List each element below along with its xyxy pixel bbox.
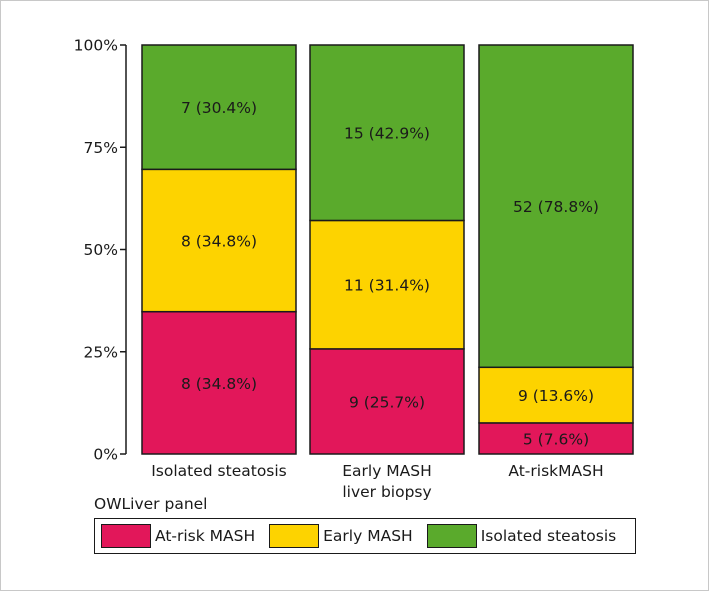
x-tick-label-2: Early MASH liver biopsy: [342, 462, 432, 501]
x-tick-label-3: At-riskMASH: [508, 462, 603, 480]
data-label-early-mash-1: 8 (34.8%): [181, 233, 257, 251]
legend-swatch-isolated-steatosis: [426, 524, 477, 548]
bar-segment-isolated-steatosis-1: [141, 44, 297, 171]
legend-label-at-risk-mash: At-risk MASH: [155, 527, 256, 545]
y-tick-label: 100%: [74, 37, 118, 55]
bar-segment-early-mash-2: [309, 219, 465, 350]
bar-segment-at-risk-mash-3: [478, 422, 634, 455]
legend-title: OWLiver panel: [94, 495, 208, 513]
bar-segment-at-risk-mash-1: [141, 310, 297, 455]
x-tick-label-1: Isolated steatosis: [151, 462, 287, 480]
bar-segment-isolated-steatosis-3: [478, 44, 634, 369]
data-label-isolated-steatosis-2: 15 (42.9%): [344, 125, 430, 143]
data-label-isolated-steatosis-1: 7 (30.4%): [181, 99, 257, 117]
legend-item-at-risk-mash: At-risk MASH: [101, 524, 263, 548]
y-tick-label: 75%: [84, 139, 118, 157]
y-tick-label: 25%: [84, 343, 118, 361]
data-label-early-mash-3: 9 (13.6%): [518, 387, 594, 405]
data-label-isolated-steatosis-3: 52 (78.8%): [513, 198, 599, 216]
bar-segment-early-mash-3: [478, 366, 634, 424]
legend-swatch-at-risk-mash: [101, 524, 151, 548]
y-tick-label: 0%: [93, 446, 118, 464]
x-axis-labels: Isolated steatosis Early MASH liver biopsy…: [151, 462, 603, 501]
bar-segment-isolated-steatosis-2: [309, 44, 465, 222]
legend: At-risk MASH Early MASH Isolated steatos…: [94, 518, 636, 554]
legend-label-isolated-steatosis: Isolated steatosis: [480, 527, 617, 545]
data-label-at-risk-mash-3: 5 (7.6%): [523, 430, 589, 448]
bars-group: 8 (34.8%) 8 (34.8%) 7 (30.4%) 9 (25.7%) 11 (…: [141, 44, 634, 455]
data-label-early-mash-2: 11 (31.4%): [344, 277, 430, 295]
legend-label-early-mash: Early MASH: [323, 527, 413, 545]
data-label-at-risk-mash-2: 9 (25.7%): [349, 393, 425, 411]
legend-swatch-early-mash: [269, 524, 320, 548]
y-tick-label: 50%: [84, 241, 118, 259]
legend-item-early-mash: Early MASH: [269, 524, 421, 548]
data-label-at-risk-mash-1: 8 (34.8%): [181, 375, 257, 393]
legend-item-isolated-steatosis: Isolated steatosis: [426, 524, 625, 548]
y-axis: 0% 25% 50% 75% 100%: [74, 37, 127, 464]
bar-segment-early-mash-1: [141, 168, 297, 313]
